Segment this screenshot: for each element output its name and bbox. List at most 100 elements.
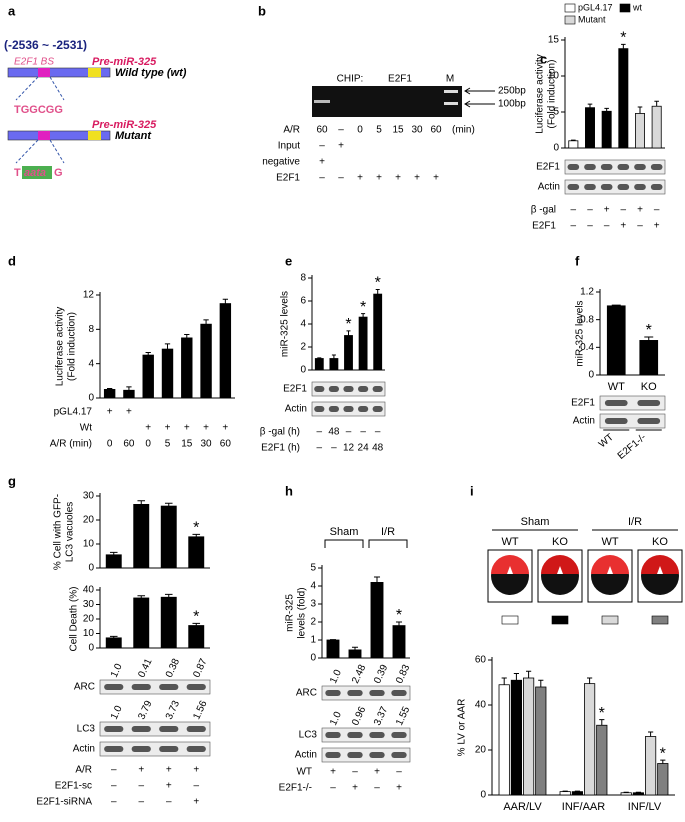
gel-band xyxy=(444,102,458,105)
bar xyxy=(200,323,212,399)
error-bar xyxy=(184,333,190,338)
blot-band xyxy=(604,418,628,424)
bar xyxy=(161,348,174,399)
gel-band xyxy=(314,100,330,103)
row-label: Wt xyxy=(80,423,92,434)
row-value: 48 xyxy=(328,427,340,438)
blot xyxy=(564,179,666,195)
error-bar xyxy=(126,386,132,391)
row-value: – xyxy=(396,767,402,778)
y-axis-label: Luciferase activity xyxy=(55,307,66,386)
annotation: * xyxy=(646,322,652,339)
sequence: TGGCGG xyxy=(14,104,63,116)
panel-label: a xyxy=(8,3,16,18)
bar xyxy=(219,303,232,399)
annotation: * xyxy=(193,520,199,537)
bar xyxy=(103,389,116,399)
row-value: + xyxy=(338,141,344,152)
y-tick-label: 10 xyxy=(83,539,95,550)
heart-area-at-risk xyxy=(591,555,629,574)
band-quantification: 3.37 xyxy=(372,705,390,728)
blot-band xyxy=(604,400,628,406)
y-tick-label: 60 xyxy=(475,655,487,666)
blot-band xyxy=(104,746,124,752)
row-value: – xyxy=(654,205,660,216)
row-value: + xyxy=(193,765,199,776)
group-bracket xyxy=(324,539,364,548)
blot xyxy=(564,159,666,175)
error-bar xyxy=(654,100,659,107)
row-value: 60 xyxy=(430,125,442,136)
error-bar xyxy=(346,330,351,336)
row-value: – xyxy=(331,443,337,454)
y-tick-label: 6 xyxy=(300,296,306,307)
row-value: 24 xyxy=(358,443,370,454)
y-tick-label: 4 xyxy=(310,581,316,592)
panel-label: i xyxy=(470,483,474,498)
band-quantification: 1.0 xyxy=(109,662,125,680)
precursor-label: Pre-miR-325 xyxy=(92,119,157,131)
y-tick-label: 0 xyxy=(553,143,559,154)
row-value: 60 xyxy=(316,125,328,136)
y-tick-label: 0.4 xyxy=(580,342,594,353)
row-value: – xyxy=(637,221,643,232)
blot xyxy=(99,721,211,737)
row-value: + xyxy=(395,173,401,184)
y-tick-label: 1 xyxy=(310,635,316,646)
y-tick-label: 8 xyxy=(88,324,94,335)
row-value: 60 xyxy=(220,439,232,450)
y-axis-label: (Fold induction) xyxy=(547,60,558,129)
legend-label: Mutant xyxy=(578,14,606,24)
panel-label: d xyxy=(8,253,16,268)
band-quantification: 1.56 xyxy=(191,699,209,722)
bar xyxy=(498,684,510,796)
blot-band xyxy=(347,690,363,696)
row-value: – xyxy=(166,797,172,808)
blot xyxy=(321,685,411,701)
bar xyxy=(329,358,339,371)
blot-band xyxy=(391,732,407,738)
bar xyxy=(635,113,645,149)
row-label: Input xyxy=(278,141,300,152)
y-tick-label: 15 xyxy=(548,35,560,46)
band-quantification: 1.55 xyxy=(394,705,412,728)
error-bar xyxy=(660,759,666,764)
bar xyxy=(160,505,177,569)
y-axis-label: miR-325 xyxy=(285,594,296,632)
mutation-highlight xyxy=(22,166,52,179)
blot-band xyxy=(325,732,341,738)
blot-band xyxy=(584,164,596,170)
image-label: KO xyxy=(652,536,668,548)
row-value: – xyxy=(330,783,336,794)
row-value: + xyxy=(637,205,643,216)
blot-band xyxy=(131,726,151,732)
bar xyxy=(188,536,205,569)
error-bar xyxy=(203,319,209,325)
blot-band xyxy=(131,746,151,752)
blot-label: Actin xyxy=(538,182,560,193)
sequence: aata xyxy=(24,167,46,179)
error-bar xyxy=(137,595,146,598)
row-label: A/R xyxy=(75,765,92,776)
y-axis-label: % Cell with GFP- xyxy=(53,494,64,570)
band-quantification: 0.41 xyxy=(136,657,154,680)
row-value: – xyxy=(138,797,144,808)
annotation: * xyxy=(599,705,605,722)
sequence: T xyxy=(14,167,21,179)
row-value: + xyxy=(330,767,336,778)
binding-site-label: E2F1 BS xyxy=(14,57,54,68)
row-value: + xyxy=(145,423,151,434)
blot-band xyxy=(325,690,341,696)
panel-label: e xyxy=(285,253,292,268)
error-bar xyxy=(137,500,146,505)
row-label: pGL4.17 xyxy=(54,407,93,418)
blot-band xyxy=(186,684,206,690)
legend-swatch xyxy=(564,15,576,25)
error-bar xyxy=(637,106,643,114)
size-label: 100bp xyxy=(498,99,526,110)
image-label: KO xyxy=(552,536,568,548)
heart-cavity xyxy=(557,566,563,574)
error-bar xyxy=(109,635,118,638)
bar xyxy=(651,105,662,149)
genotype-label: WT xyxy=(597,432,616,450)
